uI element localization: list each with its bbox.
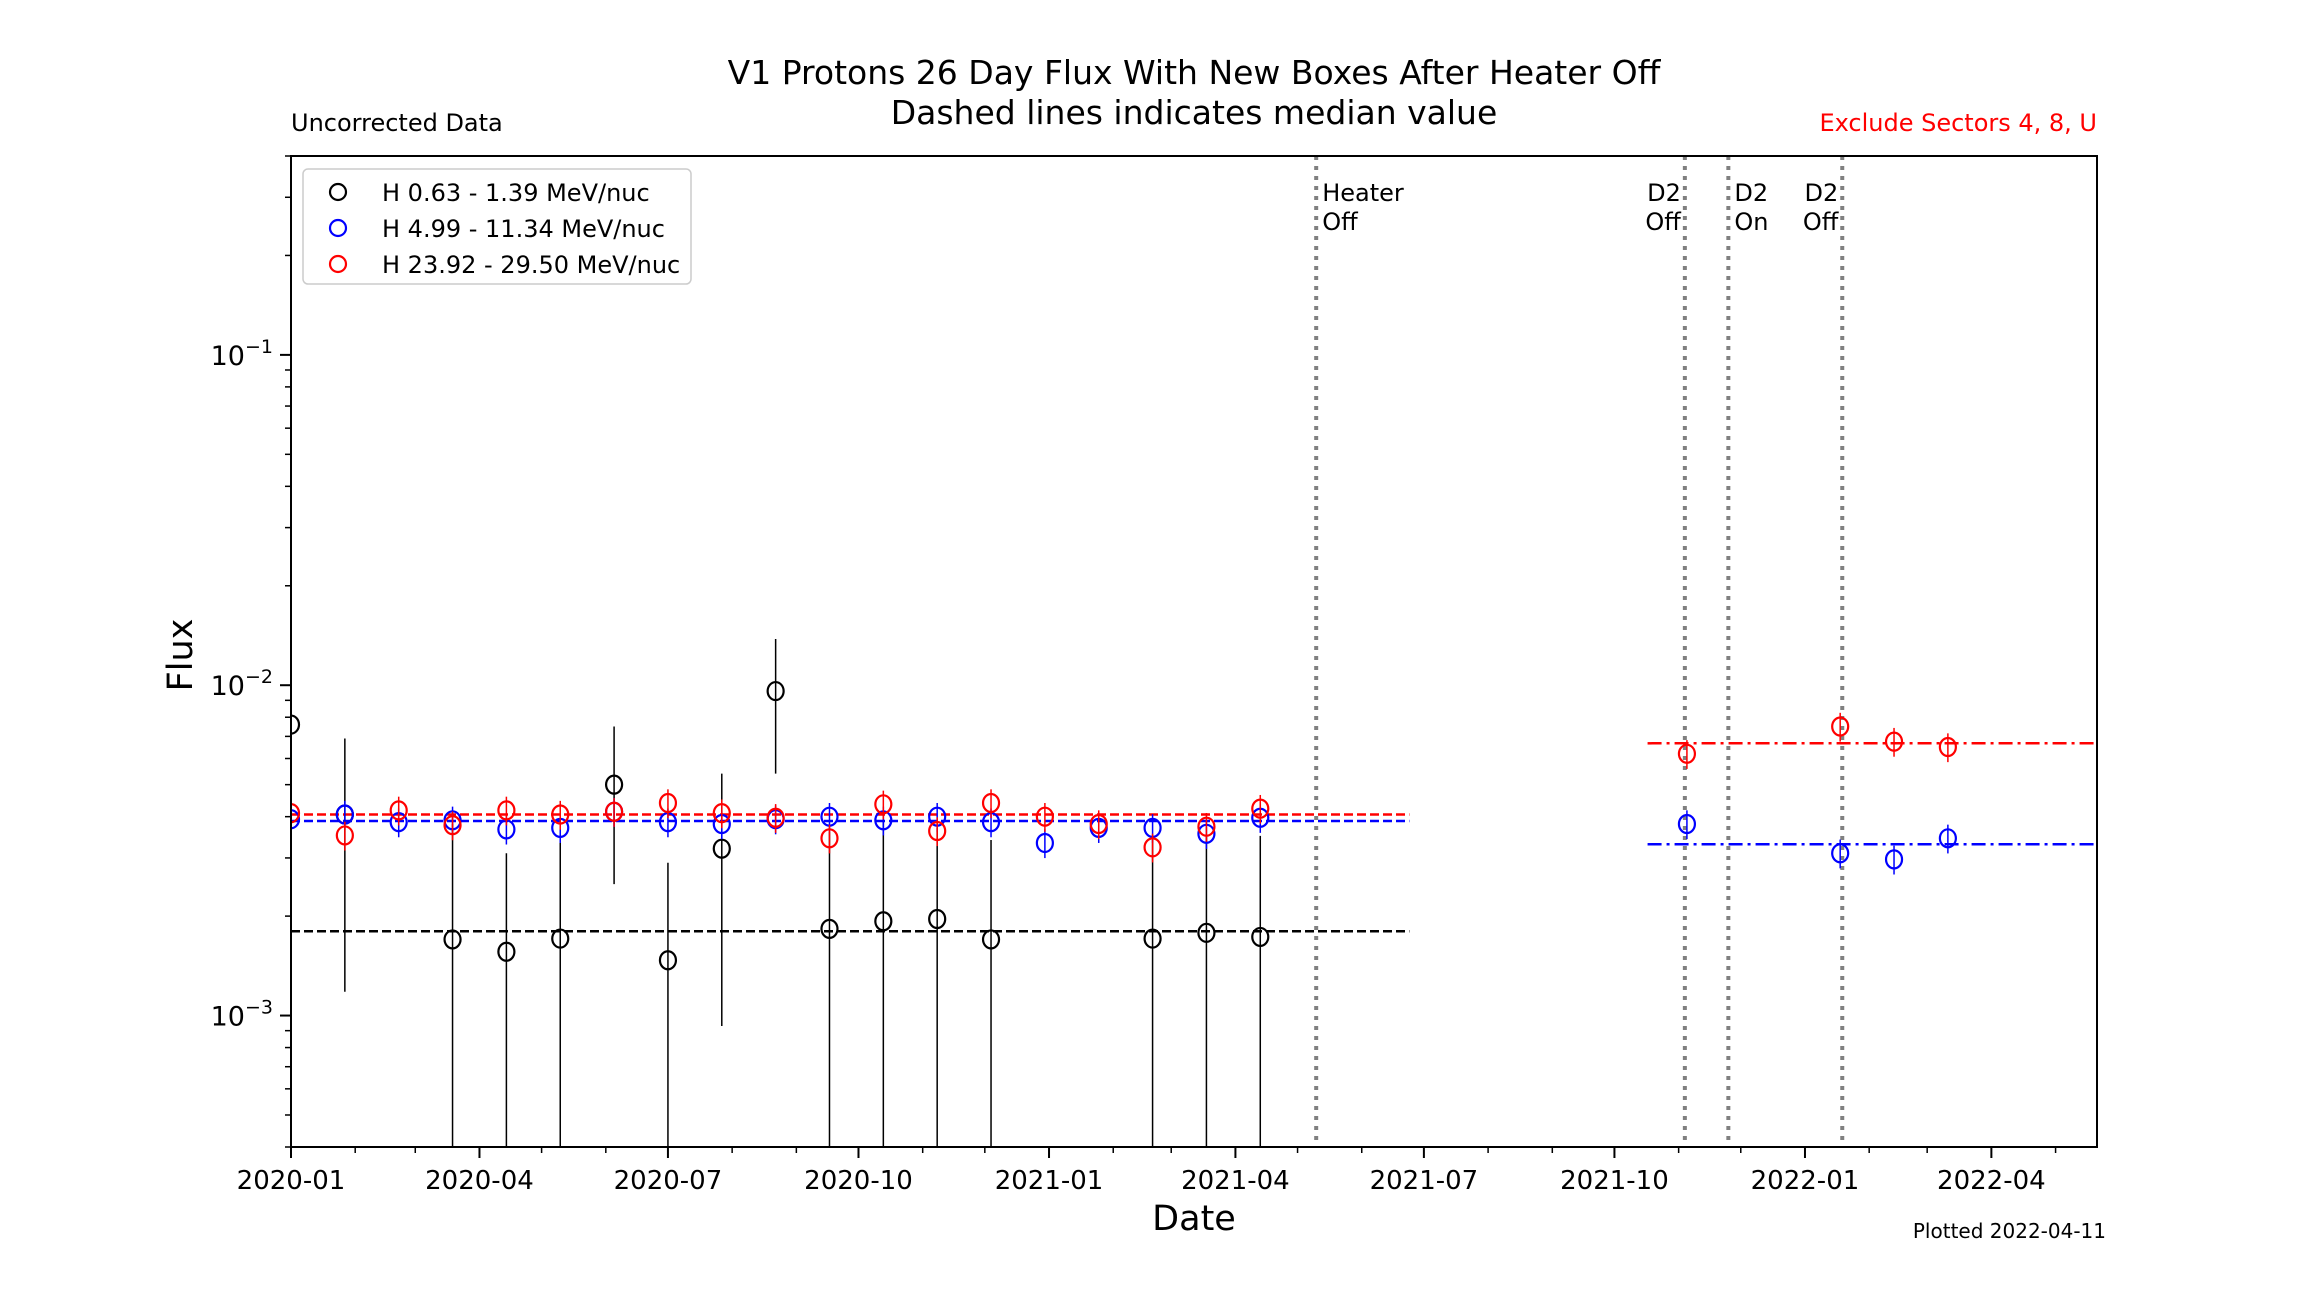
x-axis-label: Date: [1152, 1199, 1236, 1239]
event-label: D2: [1805, 179, 1839, 207]
data-point: [712, 838, 731, 859]
legend: H 0.63 - 1.39 MeV/nuc H 4.99 - 11.34 MeV/…: [302, 168, 692, 285]
event-label: On: [1734, 208, 1768, 236]
axes-frame: [290, 155, 2098, 1148]
data-point: [874, 911, 893, 932]
data-point: [874, 794, 893, 815]
x-tick-label: 2020-07: [614, 1166, 723, 1196]
data-point: [1197, 816, 1216, 837]
data-point: [291, 809, 301, 830]
x-tick-label: 2021-04: [1181, 1166, 1290, 1196]
x-tick-label: 2021-01: [995, 1166, 1104, 1196]
x-tick-label: 2022-04: [1937, 1166, 2046, 1196]
x-tick-label: 2020-04: [425, 1166, 534, 1196]
data-point: [1251, 798, 1270, 819]
data-point: [1884, 849, 1904, 870]
x-tick-label: 2022-01: [1751, 1166, 1860, 1196]
data-point: [497, 800, 516, 821]
data-layer: [291, 156, 2097, 1147]
data-point: [1677, 743, 1697, 764]
data-point: [1035, 806, 1054, 827]
y-tick-label: 10−1: [211, 336, 273, 372]
data-point: [1143, 837, 1162, 858]
data-point: [291, 714, 301, 735]
data-point: [443, 815, 462, 836]
data-point: [928, 820, 947, 842]
data-point: [820, 918, 839, 939]
note-excluded-sectors: Exclude Sectors 4, 8, U: [1819, 109, 2097, 137]
data-point: [604, 774, 624, 795]
data-point: [497, 941, 516, 962]
data-point: [551, 804, 570, 825]
data-point: [1677, 813, 1697, 835]
legend-marker: [328, 218, 348, 238]
data-point: [928, 908, 947, 930]
y-axis-label: Flux: [161, 619, 201, 692]
event-label: Off: [1322, 208, 1358, 236]
data-point: [658, 792, 678, 814]
data-point: [389, 800, 408, 821]
y-tick-label: 10−3: [211, 997, 273, 1033]
data-point: [1831, 716, 1850, 737]
data-point: [1938, 828, 1957, 849]
event-label: Off: [1645, 208, 1681, 236]
data-point: [1197, 922, 1216, 943]
y-tick-label: 10−2: [211, 666, 273, 702]
x-tick-label: 2020-01: [237, 1166, 346, 1196]
data-point: [1035, 832, 1054, 854]
legend-label: H 4.99 - 11.34 MeV/nuc: [382, 215, 665, 243]
event-label: Off: [1803, 208, 1839, 236]
legend-label: H 0.63 - 1.39 MeV/nuc: [382, 179, 650, 207]
data-point: [604, 801, 624, 822]
legend-marker: [328, 254, 348, 274]
data-point: [658, 950, 678, 971]
chart-title: V1 Protons 26 Day Flux With New Boxes Af…: [728, 53, 1662, 92]
event-label: Heater: [1322, 179, 1404, 207]
data-point: [1143, 928, 1162, 949]
x-tick-label: 2021-07: [1370, 1166, 1479, 1196]
x-tick-label: 2020-10: [804, 1166, 913, 1196]
data-point: [981, 929, 1001, 950]
data-point: [1938, 736, 1957, 758]
data-point: [1251, 926, 1270, 948]
event-label: D2: [1647, 179, 1681, 207]
data-point: [335, 825, 354, 846]
legend-box: [302, 168, 692, 285]
data-point: [1884, 731, 1904, 752]
plotted-date: Plotted 2022-04-11: [1913, 1219, 2106, 1243]
data-point: [766, 807, 785, 828]
data-point: [766, 680, 785, 702]
note-uncorrected: Uncorrected Data: [291, 109, 503, 137]
data-point: [981, 792, 1001, 814]
data-point: [712, 803, 731, 824]
data-point: [291, 803, 301, 824]
data-point: [1831, 843, 1850, 864]
x-tick-label: 2021-10: [1560, 1166, 1669, 1196]
data-point: [551, 928, 570, 949]
legend-label: H 23.92 - 29.50 MeV/nuc: [382, 251, 680, 279]
data-point: [443, 929, 462, 950]
data-point: [1089, 813, 1108, 835]
event-label: D2: [1734, 179, 1768, 207]
legend-marker: [328, 182, 348, 202]
data-point: [820, 828, 839, 849]
chart-subtitle: Dashed lines indicates median value: [891, 93, 1498, 132]
